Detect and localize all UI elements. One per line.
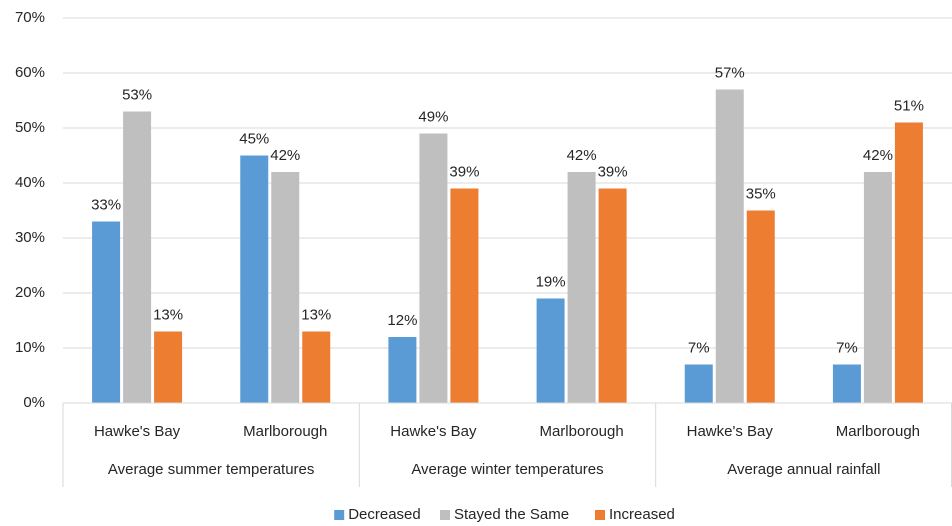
group-label: Average summer temperatures: [108, 461, 314, 478]
bar: [715, 89, 744, 403]
value-label: 51%: [894, 97, 924, 114]
bar: [154, 331, 183, 403]
x-tick-label: Hawke's Bay: [687, 423, 774, 440]
bar: [419, 133, 448, 403]
legend-swatch: [595, 510, 605, 520]
bar: [302, 331, 331, 403]
x-tick-label: Marlborough: [836, 423, 920, 440]
legend-label: Stayed the Same: [454, 506, 569, 523]
group-label: Average winter temperatures: [411, 461, 603, 478]
bar: [450, 188, 479, 403]
y-tick-label: 30%: [15, 229, 45, 246]
bar: [271, 172, 300, 403]
value-label: 39%: [449, 163, 479, 180]
x-tick-label: Marlborough: [243, 423, 327, 440]
bar: [598, 188, 627, 403]
value-label: 7%: [688, 339, 710, 356]
bar: [92, 221, 121, 403]
value-label: 7%: [836, 339, 858, 356]
y-tick-label: 60%: [15, 64, 45, 81]
legend-label: Increased: [609, 506, 675, 523]
value-label: 45%: [239, 130, 269, 147]
bar: [746, 210, 775, 403]
x-tick-label: Hawke's Bay: [390, 423, 477, 440]
bar: [123, 111, 152, 403]
group-label: Average annual rainfall: [727, 461, 880, 478]
value-label: 49%: [418, 108, 448, 125]
bar: [536, 298, 565, 403]
value-label: 42%: [270, 147, 300, 164]
value-label: 35%: [746, 185, 776, 202]
bar: [832, 364, 861, 403]
y-tick-label: 70%: [15, 9, 45, 26]
value-label: 42%: [863, 147, 893, 164]
value-label: 39%: [598, 163, 628, 180]
legend-swatch: [334, 510, 345, 520]
bar: [388, 337, 417, 403]
y-tick-label: 10%: [15, 339, 45, 356]
bar: [684, 364, 713, 403]
bar: [240, 155, 269, 403]
value-label: 57%: [715, 64, 745, 81]
value-label: 12%: [387, 312, 417, 329]
value-label: 42%: [567, 147, 597, 164]
bar: [567, 172, 596, 403]
legend-swatch: [440, 510, 450, 520]
value-label: 19%: [536, 273, 566, 290]
bar: [894, 122, 923, 403]
y-tick-label: 0%: [23, 394, 45, 411]
y-tick-label: 40%: [15, 174, 45, 191]
x-tick-label: Hawke's Bay: [94, 423, 181, 440]
legend-label: Decreased: [348, 506, 421, 523]
y-tick-label: 50%: [15, 119, 45, 136]
bar: [863, 172, 892, 403]
x-tick-label: Marlborough: [539, 423, 623, 440]
y-tick-label: 20%: [15, 284, 45, 301]
value-label: 53%: [122, 86, 152, 103]
value-label: 13%: [153, 306, 183, 323]
value-label: 33%: [91, 196, 121, 213]
value-label: 13%: [301, 306, 331, 323]
